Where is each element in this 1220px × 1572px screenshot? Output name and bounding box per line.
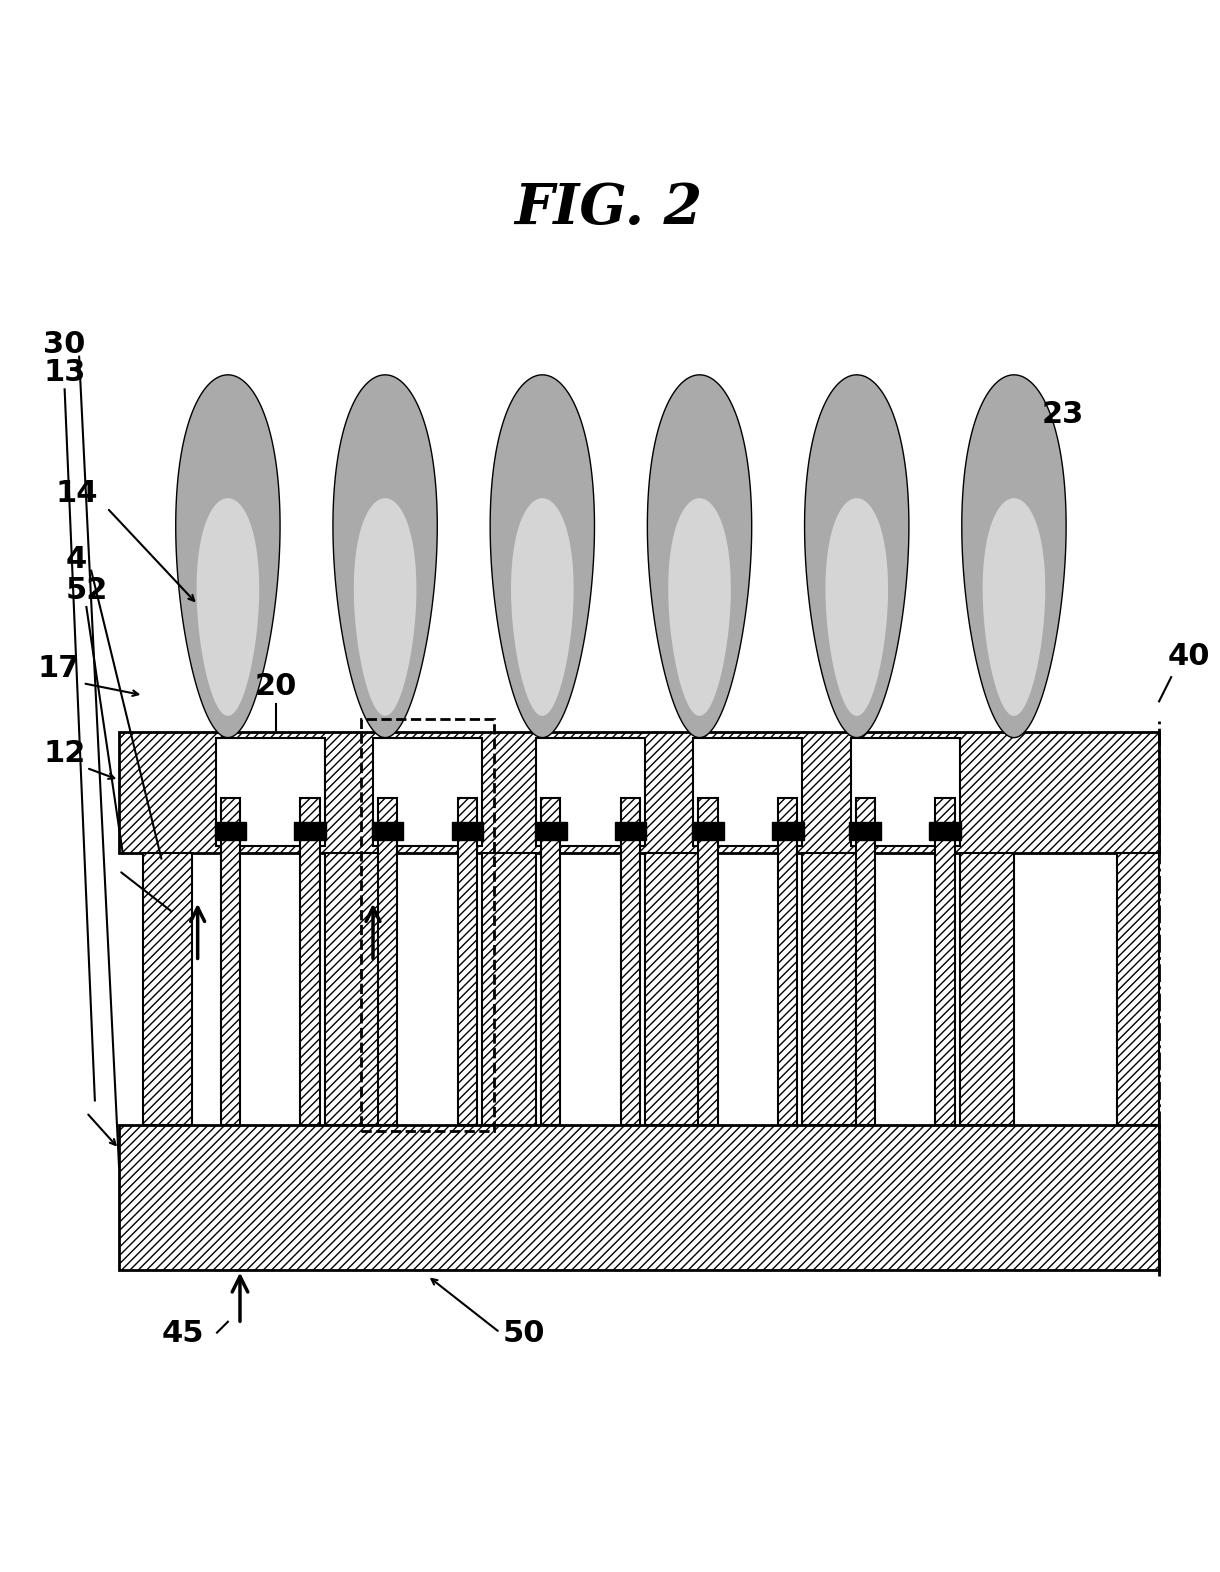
Bar [698,799,717,1124]
Bar [645,852,699,1124]
Bar [772,822,804,841]
Bar [120,1124,1159,1270]
Polygon shape [490,374,594,737]
Polygon shape [176,374,281,737]
Polygon shape [648,374,752,737]
Polygon shape [196,498,259,715]
Text: 14: 14 [55,479,98,508]
Bar [778,799,798,1124]
Bar [692,822,723,841]
Bar [451,822,483,841]
Bar [936,799,955,1124]
Bar [120,731,1159,852]
Text: 20: 20 [255,673,298,701]
Text: 50: 50 [503,1319,545,1349]
Bar [294,822,326,841]
Bar [542,799,560,1124]
Polygon shape [511,498,573,715]
Polygon shape [669,498,731,715]
Bar [930,822,960,841]
Bar [803,852,856,1124]
Bar [458,799,477,1124]
Bar [621,799,640,1124]
Bar [300,799,320,1124]
Text: FIG. 2: FIG. 2 [515,181,703,236]
Text: 30: 30 [44,330,85,358]
Bar [373,737,482,846]
Bar [1116,852,1159,1124]
Bar [693,737,803,846]
Bar [849,822,881,841]
Polygon shape [982,498,1046,715]
Bar [215,822,246,841]
Text: 12: 12 [44,739,85,767]
Text: 40: 40 [1168,641,1210,671]
Bar [216,737,325,846]
Text: 52: 52 [65,575,107,605]
Text: 23: 23 [1041,401,1083,429]
Bar [361,720,494,1130]
Polygon shape [826,498,888,715]
Bar [143,852,192,1124]
Bar [482,852,537,1124]
Polygon shape [354,498,416,715]
Bar [960,852,1014,1124]
Polygon shape [804,374,909,737]
Bar [372,822,404,841]
Bar [615,822,647,841]
Bar [537,737,645,846]
Text: 17: 17 [38,654,79,684]
Bar [536,822,566,841]
Text: 13: 13 [44,358,85,387]
Bar [221,799,240,1124]
Text: 4: 4 [66,545,88,574]
Bar [325,852,379,1124]
Polygon shape [333,374,437,737]
Bar [378,799,398,1124]
Polygon shape [961,374,1066,737]
Text: 45: 45 [162,1319,205,1349]
Bar [850,737,960,846]
Bar [855,799,875,1124]
